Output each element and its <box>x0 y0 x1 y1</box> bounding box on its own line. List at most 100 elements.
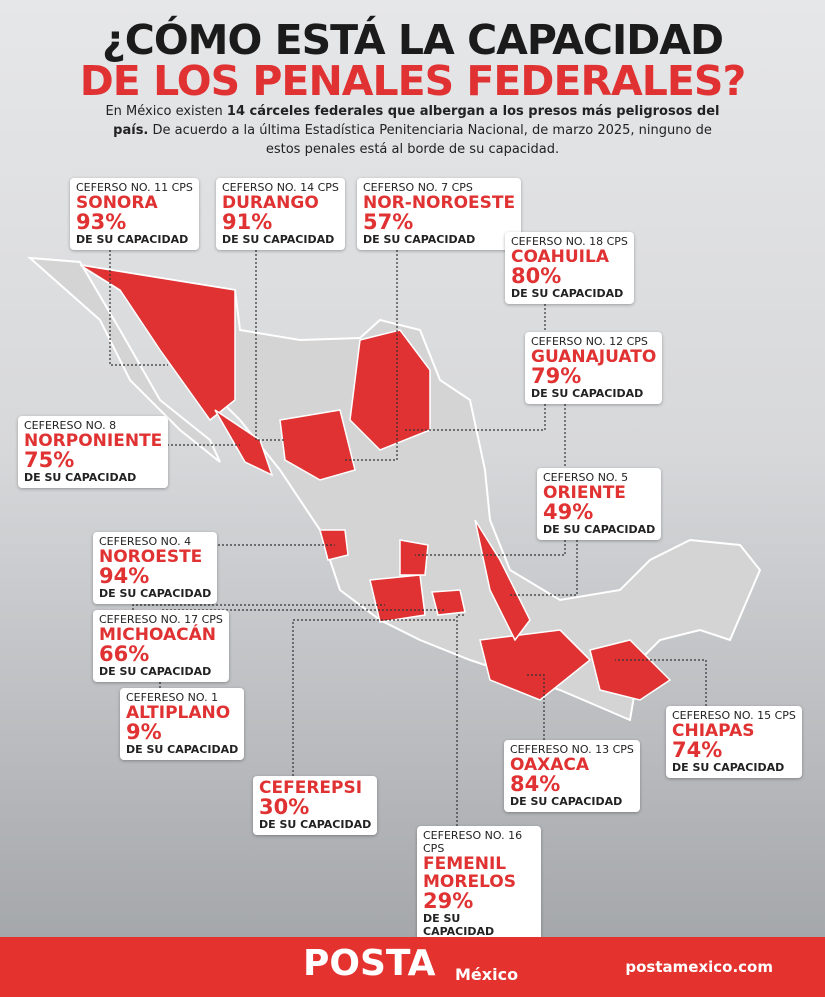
suffix: DE SU CAPACIDAD <box>126 743 239 756</box>
state-name: NOR-NOROESTE <box>363 193 516 213</box>
suffix: DE SU CAPACIDAD <box>543 523 656 536</box>
footer: POSTA México postamexico.com <box>0 937 825 997</box>
state-name: DURANGO <box>222 193 319 213</box>
label-box: CEFERESO NO. 15 CPS CHIAPAS 74% DE SU CAPAC… <box>666 706 802 778</box>
suffix: DE SU CAPACIDAD <box>672 761 785 774</box>
leader-line <box>525 674 545 780</box>
suffix: DE SU CAPACIDAD <box>76 233 189 246</box>
title: ¿CÓMO ESTÁ LA CAPACIDAD DE LOS PENALES FE… <box>0 20 825 102</box>
state-name: NOROESTE <box>99 547 203 567</box>
label-box: CEFERSO NO. 7 CPS NOR-NOROESTE 57% DE SU CA… <box>357 178 522 250</box>
state-name: OAXACA <box>510 755 590 775</box>
state-name: CHIAPAS <box>672 721 755 741</box>
state <box>279 409 356 481</box>
percent: 75% <box>24 448 75 472</box>
facility: CEFERSO NO. 11 CPS <box>76 181 193 194</box>
suffix: DE SU CAPACIDAD <box>222 233 335 246</box>
leader-line <box>292 619 455 816</box>
leader-line <box>345 218 398 461</box>
label-box: CEFEREPSI 30% DE SU CAPACIDAD <box>253 776 378 835</box>
facility: CEFERSO NO. 14 CPS <box>222 181 339 194</box>
label-box: CEFERSO NO. 11 CPS SONORA 93% DE SU CAPACID… <box>70 178 199 250</box>
percent: 9% <box>126 720 162 744</box>
percent: 57% <box>363 210 414 234</box>
leader-line <box>109 218 168 366</box>
brand-sub: México <box>455 965 519 984</box>
facility: CEFERESO NO. 17 CPS <box>99 613 223 626</box>
state <box>479 629 592 701</box>
leader-line <box>415 372 566 556</box>
percent: 84% <box>510 772 561 796</box>
facility: CEFERSO NO. 7 CPS <box>363 181 473 194</box>
percent: 93% <box>76 210 127 234</box>
percent: 80% <box>511 264 562 288</box>
leader-line <box>456 614 465 866</box>
label-box: CEFERESO NO. 4 NOROESTE 94% DE SU CAPACIDAD <box>93 532 218 604</box>
facility: CEFERESO NO. 4 <box>99 535 192 548</box>
suffix: DE SU CAPACIDAD <box>510 795 623 808</box>
label-box: CEFERESO NO. 13 CPS OAXACA 84% DE SU CAPACI… <box>504 740 640 812</box>
state-name: COAHUILA <box>511 247 609 267</box>
state-name: MICHOACÁN <box>99 625 216 645</box>
percent: 66% <box>99 642 150 666</box>
state-name: ALTIPLANO <box>126 703 231 723</box>
subtitle-text: De acuerdo a la última Estadística Penit… <box>148 123 712 157</box>
percent: 30% <box>259 795 310 819</box>
leader-line <box>255 218 285 441</box>
facility: CEFERESO NO. 15 CPS <box>672 709 796 722</box>
percent: 74% <box>672 738 723 762</box>
suffix: DE SU CAPACIDAD <box>511 287 624 300</box>
state-name: FEMENIL MORELOS <box>423 854 516 892</box>
facility: CEFERESO NO. 8 <box>24 419 117 432</box>
baja-peninsula <box>27 256 221 463</box>
label-box: CEFERSO NO. 18 CPS COAHUILA 80% DE SU CAPAC… <box>505 232 634 304</box>
facility: CEFERSO NO. 12 CPS <box>531 335 648 348</box>
label-box: CEFERESO NO. 17 CPS MICHOACÁN 66% DE SU CAP… <box>93 610 229 682</box>
url: postamexico.com <box>625 958 773 976</box>
facility: CEFERSO NO. 5 <box>543 471 629 484</box>
brand: POSTA <box>303 943 436 984</box>
suffix: DE SU CAPACIDAD <box>531 387 644 400</box>
state <box>369 574 426 623</box>
percent: 79% <box>531 364 582 388</box>
subtitle-bold: 14 cárceles federales que albergan a los… <box>113 104 720 138</box>
subtitle: En México existen 14 cárceles federales … <box>95 102 730 159</box>
leader-line <box>132 604 385 650</box>
percent: 49% <box>543 500 594 524</box>
label-box: CEFERSO NO. 5 ORIENTE 49% DE SU CAPACIDAD <box>537 468 662 540</box>
label-box: CEFERSO NO. 12 CPS GUANAJUATO 79% DE SU CAP… <box>525 332 663 404</box>
facility: CEFERESO NO. 13 CPS <box>510 743 634 756</box>
label-box: CEFERSO NO. 14 CPS DURANGO 91% DE SU CAPACI… <box>216 178 345 250</box>
subtitle-text: En México existen <box>105 104 227 119</box>
state-name: GUANAJUATO <box>531 347 657 367</box>
suffix: DE SU CAPACIDAD <box>363 233 476 246</box>
state-name: NORPONIENTE <box>24 431 163 451</box>
facility: CEFERESO NO. 16 CPS <box>423 829 523 855</box>
state <box>431 589 466 616</box>
leader-line <box>405 272 546 431</box>
title-line: ¿CÓMO ESTÁ LA CAPACIDAD <box>101 16 724 64</box>
state <box>399 539 429 576</box>
suffix: DE SU CAPACIDAD <box>423 912 495 938</box>
state <box>589 639 672 701</box>
state-name: ORIENTE <box>543 483 626 503</box>
percent: 29% <box>423 889 474 913</box>
mexico-mainland <box>79 264 762 722</box>
state <box>79 264 236 422</box>
percent: 94% <box>99 564 150 588</box>
suffix: DE SU CAPACIDAD <box>24 471 137 484</box>
state-name: CEFEREPSI <box>259 778 363 798</box>
facility: CEFERSO NO. 18 CPS <box>511 235 628 248</box>
state-name: SONORA <box>76 193 158 213</box>
state <box>474 519 531 642</box>
facility: CEFERESO NO. 1 <box>126 691 219 704</box>
label-box: CEFERESO NO. 8 NORPONIENTE 75% DE SU CAPACI… <box>18 416 169 488</box>
title-line: DE LOS PENALES FEDERALES? <box>79 57 746 105</box>
label-box: CEFERESO NO. 16 CPS FEMENIL MORELOS 29% DE … <box>417 826 541 942</box>
leader-line <box>57 444 240 456</box>
suffix: DE SU CAPACIDAD <box>99 587 212 600</box>
suffix: DE SU CAPACIDAD <box>259 818 372 831</box>
percent: 91% <box>222 210 273 234</box>
